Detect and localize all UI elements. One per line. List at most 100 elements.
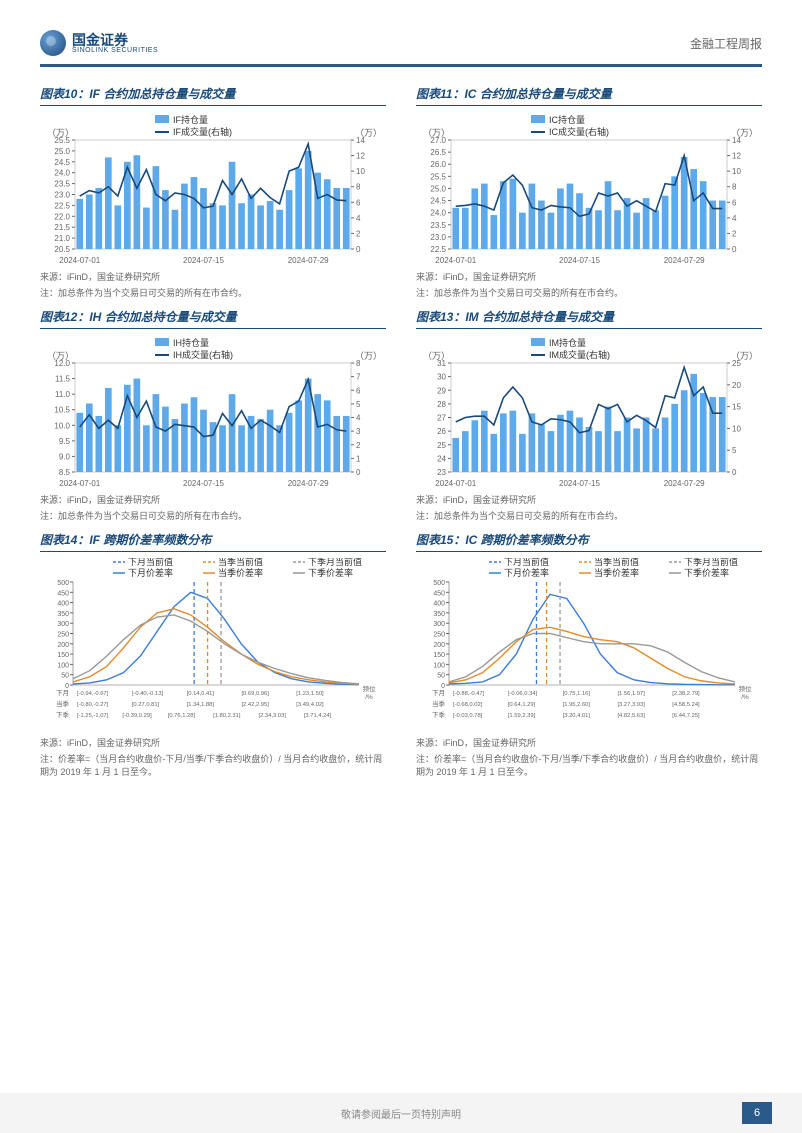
svg-text:当季当前值: 当季当前值 xyxy=(594,558,639,567)
svg-text:15: 15 xyxy=(732,403,741,412)
svg-text:250: 250 xyxy=(433,632,445,639)
svg-text:IH成交量(右轴): IH成交量(右轴) xyxy=(173,349,233,360)
svg-text:[2.42,2.95]: [2.42,2.95] xyxy=(241,702,269,708)
svg-text:3: 3 xyxy=(356,427,361,436)
svg-text:25.5: 25.5 xyxy=(430,172,446,181)
svg-text:2024-07-15: 2024-07-15 xyxy=(183,256,224,265)
svg-text:[2.34,3.03]: [2.34,3.03] xyxy=(258,713,286,719)
svg-text:频位: 频位 xyxy=(739,684,753,693)
svg-text:24.0: 24.0 xyxy=(54,169,70,178)
svg-text:21.0: 21.0 xyxy=(54,234,70,243)
svg-text:8: 8 xyxy=(356,183,361,192)
svg-text:0: 0 xyxy=(732,245,737,254)
svg-text:250: 250 xyxy=(57,632,69,639)
svg-text:[2.38,2.79]: [2.38,2.79] xyxy=(672,691,700,697)
logo-cn: 国金证券 xyxy=(72,33,158,47)
chart-note: 注：加总条件为当个交易日可交易的所有在市合约。 xyxy=(416,510,762,524)
svg-text:1: 1 xyxy=(356,454,361,463)
svg-text:50: 50 xyxy=(61,673,69,680)
page-header: 国金证券 SINOLINK SECURITIES 金融工程周报 xyxy=(40,30,762,67)
svg-text:6: 6 xyxy=(732,198,737,207)
chart-title: 图表10：IF 合约加总持仓量与成交量 xyxy=(40,85,386,106)
svg-text:23.5: 23.5 xyxy=(430,221,446,230)
svg-text:[-1.25,-1.07]: [-1.25,-1.07] xyxy=(77,713,109,719)
svg-text:8: 8 xyxy=(732,183,737,192)
svg-text:14: 14 xyxy=(356,136,365,145)
svg-text:24: 24 xyxy=(437,454,446,463)
svg-text:[1.23,1.50]: [1.23,1.50] xyxy=(296,691,324,697)
chart-note: 注：加总条件为当个交易日可交易的所有在市合约。 xyxy=(40,287,386,301)
svg-text:26.0: 26.0 xyxy=(430,160,446,169)
chart-source: 来源：iFinD，国金证券研究所 xyxy=(416,737,762,751)
chart-source: 来源：iFinD，国金证券研究所 xyxy=(40,494,386,508)
page-footer: 敬请参阅最后一页特别声明 6 xyxy=(0,1093,802,1133)
svg-text:2024-07-01: 2024-07-01 xyxy=(435,256,476,265)
svg-text:22.0: 22.0 xyxy=(54,212,70,221)
svg-text:23: 23 xyxy=(437,468,446,477)
svg-text:27: 27 xyxy=(437,414,446,423)
svg-text:200: 200 xyxy=(57,642,69,649)
svg-text:10: 10 xyxy=(732,167,741,176)
svg-text:[1.56,1.97]: [1.56,1.97] xyxy=(617,691,645,697)
svg-text:500: 500 xyxy=(433,580,445,587)
svg-text:300: 300 xyxy=(57,621,69,628)
svg-text:11.5: 11.5 xyxy=(55,375,71,384)
cell-chart-13: 图表13：IM 合约加总持仓量与成交量 IM持仓量IM成交量(右轴)（万）（万）… xyxy=(416,308,762,523)
svg-text:当季价差率: 当季价差率 xyxy=(218,567,263,578)
svg-text:6: 6 xyxy=(356,198,361,207)
svg-text:22.5: 22.5 xyxy=(430,245,446,254)
svg-text:150: 150 xyxy=(57,652,69,659)
svg-text:2024-07-15: 2024-07-15 xyxy=(559,479,600,488)
logo: 国金证券 SINOLINK SECURITIES xyxy=(40,30,158,56)
logo-en: SINOLINK SECURITIES xyxy=(72,47,158,54)
svg-text:26.5: 26.5 xyxy=(430,148,446,157)
page-number: 6 xyxy=(742,1102,772,1124)
chart-15: 下月当前值当季当前值下季月当前值下月价差率当季价差率下季价差率050100150… xyxy=(416,558,762,733)
svg-text:5: 5 xyxy=(732,446,737,455)
svg-text:9.5: 9.5 xyxy=(59,437,71,446)
cell-chart-11: 图表11：IC 合约加总持仓量与成交量 IC持仓量IC成交量(右轴)（万）（万）… xyxy=(416,85,762,300)
chart-13: IM持仓量IM成交量(右轴)（万）（万）23242526272829303105… xyxy=(416,335,762,490)
svg-text:下月价差率: 下月价差率 xyxy=(504,567,549,578)
chart-title: 图表11：IC 合约加总持仓量与成交量 xyxy=(416,85,762,106)
svg-text:2: 2 xyxy=(356,229,361,238)
svg-text:当季: 当季 xyxy=(432,699,446,708)
svg-text:[-0.06,0.34]: [-0.06,0.34] xyxy=(508,691,538,697)
svg-text:IH持仓量: IH持仓量 xyxy=(173,337,209,348)
svg-text:当季价差率: 当季价差率 xyxy=(594,567,639,578)
chart-note: 注：加总条件为当个交易日可交易的所有在市合约。 xyxy=(40,510,386,524)
logo-icon xyxy=(40,30,66,56)
svg-text:400: 400 xyxy=(57,601,69,608)
chart-source: 来源：iFinD，国金证券研究所 xyxy=(40,737,386,751)
svg-text:27.0: 27.0 xyxy=(430,136,446,145)
chart-title: 图表15：IC 跨期价差率频数分布 xyxy=(416,531,762,552)
svg-text:4: 4 xyxy=(356,214,361,223)
svg-text:0: 0 xyxy=(65,683,69,690)
svg-text:12.0: 12.0 xyxy=(54,359,70,368)
svg-text:当季当前值: 当季当前值 xyxy=(218,558,263,567)
svg-text:10.5: 10.5 xyxy=(54,406,70,415)
chart-11: IC持仓量IC成交量(右轴)（万）（万）22.523.023.524.024.5… xyxy=(416,112,762,267)
svg-text:下月: 下月 xyxy=(56,689,69,697)
svg-text:[-0.39,0.29]: [-0.39,0.29] xyxy=(122,713,152,719)
svg-text:300: 300 xyxy=(433,621,445,628)
footer-disclaimer: 敬请参阅最后一页特别声明 xyxy=(341,1106,461,1121)
svg-text:8: 8 xyxy=(356,359,361,368)
svg-text:下季: 下季 xyxy=(432,710,446,719)
svg-text:[0.14,0.41]: [0.14,0.41] xyxy=(187,691,215,697)
svg-text:500: 500 xyxy=(57,580,69,587)
svg-text:12: 12 xyxy=(732,152,741,161)
svg-text:当季: 当季 xyxy=(56,699,70,708)
svg-text:50: 50 xyxy=(437,673,445,680)
svg-text:[4.58,5.24]: [4.58,5.24] xyxy=(672,702,700,708)
svg-text:20: 20 xyxy=(732,381,741,390)
svg-text:下月当前值: 下月当前值 xyxy=(128,558,173,567)
svg-text:[1.95,2.60]: [1.95,2.60] xyxy=(563,702,591,708)
svg-text:11.0: 11.0 xyxy=(55,390,71,399)
svg-text:24.5: 24.5 xyxy=(430,197,446,206)
svg-text:0: 0 xyxy=(732,468,737,477)
svg-text:[1.80,2.31]: [1.80,2.31] xyxy=(213,713,241,719)
chart-note: 注：加总条件为当个交易日可交易的所有在市合约。 xyxy=(416,287,762,301)
svg-text:14: 14 xyxy=(732,136,741,145)
svg-text:[3.27,3.93]: [3.27,3.93] xyxy=(617,702,645,708)
